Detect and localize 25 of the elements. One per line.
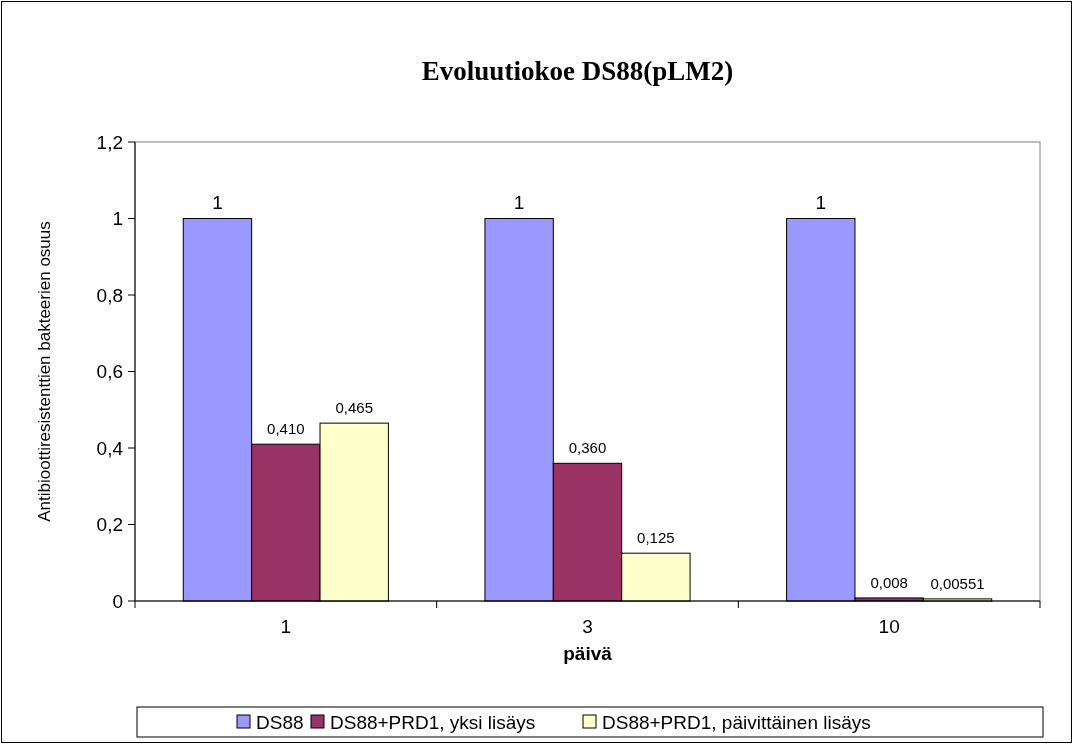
- y-tick-label: 0: [112, 590, 123, 612]
- data-label: 1: [513, 191, 525, 213]
- y-axis-title: Antibioottiresistenttien bakteerien osuus: [35, 221, 54, 522]
- data-label: 0,410: [267, 420, 305, 438]
- data-label: 0,008: [870, 573, 908, 591]
- data-label: 1: [212, 191, 223, 213]
- y-tick-label: 0,8: [96, 284, 123, 306]
- x-tick-label: 1: [280, 616, 292, 637]
- y-tick-label: 0,6: [96, 361, 123, 383]
- data-label: 0,125: [637, 529, 675, 547]
- legend-label: DS88+PRD1, yksi lisäys: [330, 711, 536, 733]
- x-tick-label: 3: [582, 616, 593, 637]
- data-label: 1: [815, 191, 827, 213]
- chart-title: Evoluutiokoe DS88(pLM2): [421, 56, 734, 86]
- legend-label: DS88+PRD1, päivittäinen lisäys: [602, 711, 871, 733]
- x-axis-title: päivä: [563, 643, 613, 664]
- y-tick-label: 0,4: [96, 437, 124, 459]
- legend-label: DS88: [256, 711, 304, 733]
- y-tick-label: 1: [112, 208, 123, 230]
- data-label: 0,465: [335, 399, 373, 417]
- y-tick-label: 0,2: [96, 514, 123, 536]
- data-label: 0,00551: [930, 574, 985, 592]
- y-tick-label: 1,2: [96, 131, 123, 153]
- data-label: 0,360: [568, 439, 607, 457]
- x-tick-label: 10: [878, 616, 900, 637]
